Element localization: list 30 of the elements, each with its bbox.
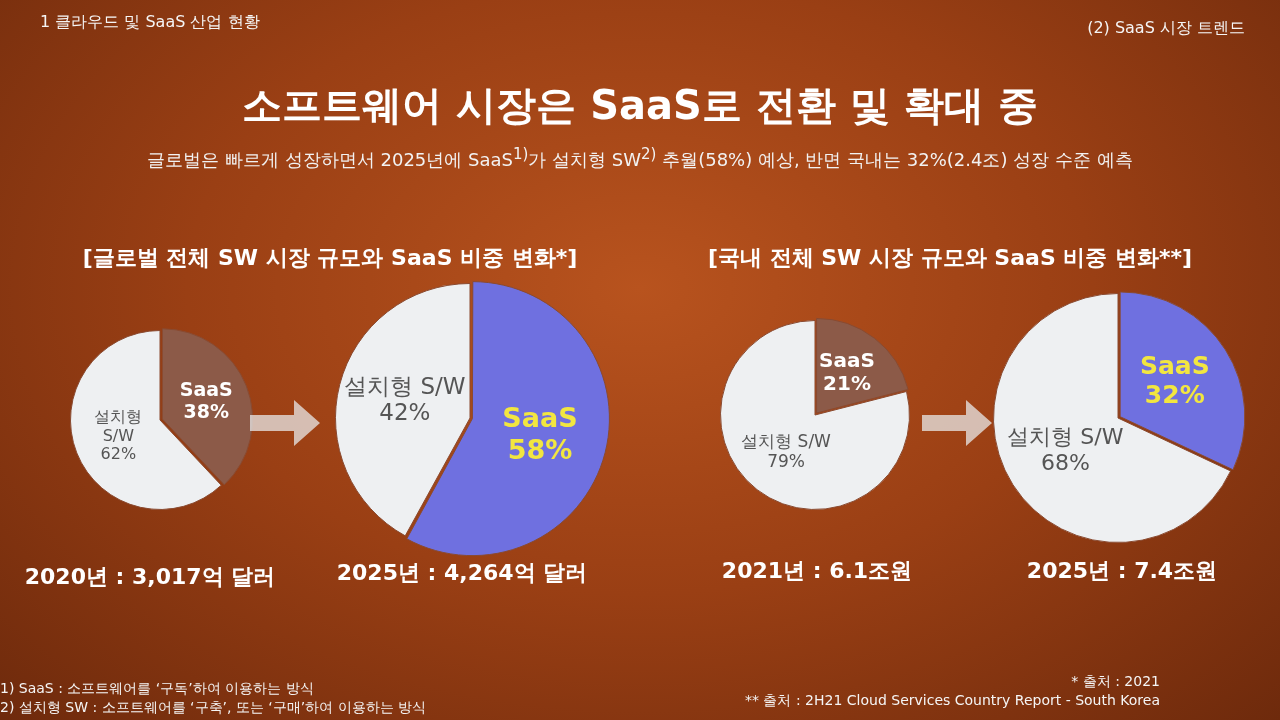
text: 2025년 : 7.4조원 [1026, 557, 1218, 585]
text: 2020년 : 3,017억 달러 [24, 563, 276, 591]
slice-label: SaaS [502, 402, 578, 434]
chart-title: [국내 전체 SW 시장 규모와 SaaS 비중 변화**] [707, 244, 1193, 272]
slice-label: SaaS [819, 348, 875, 373]
text: * 출처 : 2021 [1071, 673, 1160, 691]
slice-label: SaaS [1139, 351, 1210, 381]
data-label: 21% [823, 371, 871, 396]
data-label: 79% [767, 450, 805, 471]
text: 2021년 : 6.1조원 [721, 557, 913, 585]
slice-label: 설치형 S/W [1007, 424, 1124, 450]
text: 1) SaaS : 소프트웨어를 ‘구독’하여 이용하는 방식 [0, 680, 314, 698]
text: ** 출처 : 2H21 Cloud Services Country Report - South Korea [745, 692, 1160, 710]
data-label: 68% [1040, 449, 1090, 475]
data-label: 58% [507, 433, 573, 465]
text: 1 클라우드 및 SaaS 산업 현황 [40, 12, 260, 33]
text: 글로벌은 빠르게 성장하면서 2025년에 SaaS$^{1)}$가 설치형 SW$^{2)}$ 추월(58%) 예상, 반면 국내는 32%(2.4조) 성장 수준 예측 [147, 145, 1133, 172]
text: 2) 설치형 SW : 소프트웨어를 ‘구축’, 또는 ‘구매’하여 이용하는 방식 [0, 699, 427, 717]
slice-label: 설치형 S/W [741, 430, 832, 451]
slice-label: SaaS [179, 377, 233, 400]
data-label: 32% [1144, 379, 1205, 409]
text: [글로벌 전체 SW 시장 규모와 SaaS 비중 변화*] [82, 244, 578, 272]
text: 2025년 : 4,264억 달러 [336, 559, 588, 587]
text: (2) SaaS 시장 트렌드 [1087, 18, 1245, 39]
slice-label: 설치형 S/W [94, 407, 143, 445]
data-label: 62% [100, 444, 137, 464]
slice-label: 설치형 S/W [344, 373, 466, 400]
text: 소프트웨어 시장은 SaaS로 전환 및 확대 중 [242, 81, 1038, 130]
data-label: 42% [379, 399, 431, 426]
data-label: 38% [183, 399, 229, 422]
